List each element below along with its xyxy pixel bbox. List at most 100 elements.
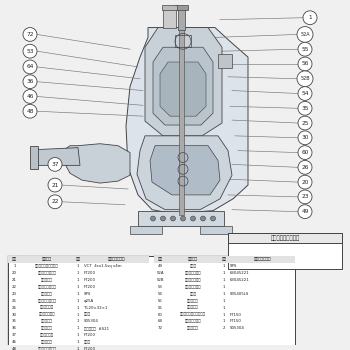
Text: 品番: 品番 (12, 257, 17, 261)
Text: 22: 22 (12, 285, 17, 289)
Text: 1: 1 (77, 278, 79, 282)
Text: 64: 64 (26, 64, 34, 69)
Text: 56: 56 (301, 62, 309, 66)
Text: S05405LS: S05405LS (230, 292, 249, 296)
Circle shape (23, 90, 37, 103)
Circle shape (161, 216, 166, 221)
Text: VCT  4cx1.5sq x4m: VCT 4cx1.5sq x4m (84, 264, 122, 268)
Text: サクションカバー: サクションカバー (37, 285, 56, 289)
Circle shape (298, 87, 312, 100)
Text: 35: 35 (301, 106, 309, 111)
Text: 1: 1 (77, 347, 79, 350)
Polygon shape (36, 148, 80, 166)
Circle shape (298, 160, 312, 174)
Circle shape (201, 216, 205, 221)
Text: オイルシール: オイルシール (40, 306, 54, 310)
Text: 品　　名: 品 名 (42, 257, 52, 261)
Text: FT200: FT200 (84, 347, 96, 350)
Text: 吐込み側フランジ: 吐込み側フランジ (37, 347, 56, 350)
Polygon shape (150, 146, 220, 195)
Text: 付　属／備　考: 付 属／備 考 (107, 257, 125, 261)
Circle shape (23, 44, 37, 58)
Text: 下　段　積　算: 下 段 積 算 (185, 278, 201, 282)
Text: 52A: 52A (300, 32, 310, 37)
Text: 1: 1 (223, 299, 225, 303)
Text: 1: 1 (77, 285, 79, 289)
Circle shape (298, 175, 312, 189)
Text: 逆　転: 逆 転 (189, 264, 197, 268)
Circle shape (23, 28, 37, 41)
Text: 63045221: 63045221 (230, 278, 250, 282)
Circle shape (298, 146, 312, 160)
Text: モータフレーム: モータフレーム (185, 320, 201, 323)
Text: ポンプケーシング: ポンプケーシング (37, 271, 56, 275)
Text: 23: 23 (12, 292, 17, 296)
Text: 22: 22 (51, 199, 59, 204)
Circle shape (303, 11, 317, 24)
Circle shape (48, 195, 62, 209)
Circle shape (23, 60, 37, 74)
Text: 21: 21 (12, 278, 17, 282)
Bar (200, 226, 232, 234)
Text: 30: 30 (301, 135, 309, 140)
Text: 21: 21 (51, 183, 59, 188)
Circle shape (298, 102, 312, 115)
Circle shape (48, 158, 62, 171)
Circle shape (190, 216, 196, 221)
Text: 54: 54 (301, 91, 309, 96)
Text: S05304: S05304 (230, 326, 245, 330)
Circle shape (298, 190, 312, 204)
Text: 49: 49 (158, 264, 163, 268)
Text: FT150: FT150 (230, 320, 242, 323)
Text: 吐出しベンド: 吐出しベンド (40, 333, 54, 337)
Text: FT200: FT200 (84, 271, 96, 275)
Text: 1: 1 (77, 264, 79, 268)
Text: ストレーナ: ストレーナ (41, 292, 53, 296)
Polygon shape (137, 136, 232, 210)
Text: 55: 55 (158, 299, 163, 303)
Text: キャプタイヤケーブル: キャプタイヤケーブル (35, 264, 59, 268)
Circle shape (297, 27, 313, 42)
Text: 品番: 品番 (158, 257, 163, 261)
Text: 1: 1 (77, 313, 79, 316)
Circle shape (298, 131, 312, 145)
Text: 吐　排　蓋: 吐 排 蓋 (41, 278, 53, 282)
Circle shape (210, 216, 216, 221)
Bar (138, 211, 224, 226)
Text: 56: 56 (158, 306, 163, 310)
Text: 1: 1 (77, 299, 79, 303)
Text: 26: 26 (12, 306, 17, 310)
Circle shape (48, 178, 62, 192)
Text: 1: 1 (223, 320, 225, 323)
Bar (228, 233, 342, 243)
Circle shape (298, 42, 312, 56)
Text: 23: 23 (301, 194, 309, 200)
Bar (228, 233, 342, 269)
Text: 55: 55 (301, 47, 309, 52)
Circle shape (170, 216, 175, 221)
Text: 御　注　文　仕　様: 御 注 文 仕 様 (270, 236, 300, 241)
Text: 1: 1 (13, 264, 16, 268)
Text: φ25A: φ25A (84, 299, 94, 303)
Text: 64: 64 (158, 320, 163, 323)
Text: 25: 25 (301, 120, 309, 126)
Polygon shape (160, 62, 206, 116)
Text: 54: 54 (158, 292, 163, 296)
Circle shape (298, 205, 312, 218)
Text: オイルリフター: オイルリフター (39, 313, 55, 316)
Text: 52B: 52B (300, 76, 310, 81)
Circle shape (298, 57, 312, 71)
Circle shape (23, 104, 37, 118)
Text: 48: 48 (12, 347, 17, 350)
Polygon shape (145, 28, 222, 136)
Text: タービン油  #S21: タービン油 #S21 (84, 326, 109, 330)
Text: SPS: SPS (84, 292, 91, 296)
Text: モード保護送電: モード保護送電 (185, 285, 201, 289)
Text: 固　転　子: 固 転 子 (187, 299, 199, 303)
Text: 36: 36 (12, 326, 17, 330)
Text: 37: 37 (12, 333, 17, 337)
Text: ベアリングバランシング: ベアリングバランシング (180, 313, 206, 316)
Text: SPS: SPS (230, 264, 237, 268)
Text: 60: 60 (158, 313, 163, 316)
Text: 2: 2 (223, 326, 225, 330)
